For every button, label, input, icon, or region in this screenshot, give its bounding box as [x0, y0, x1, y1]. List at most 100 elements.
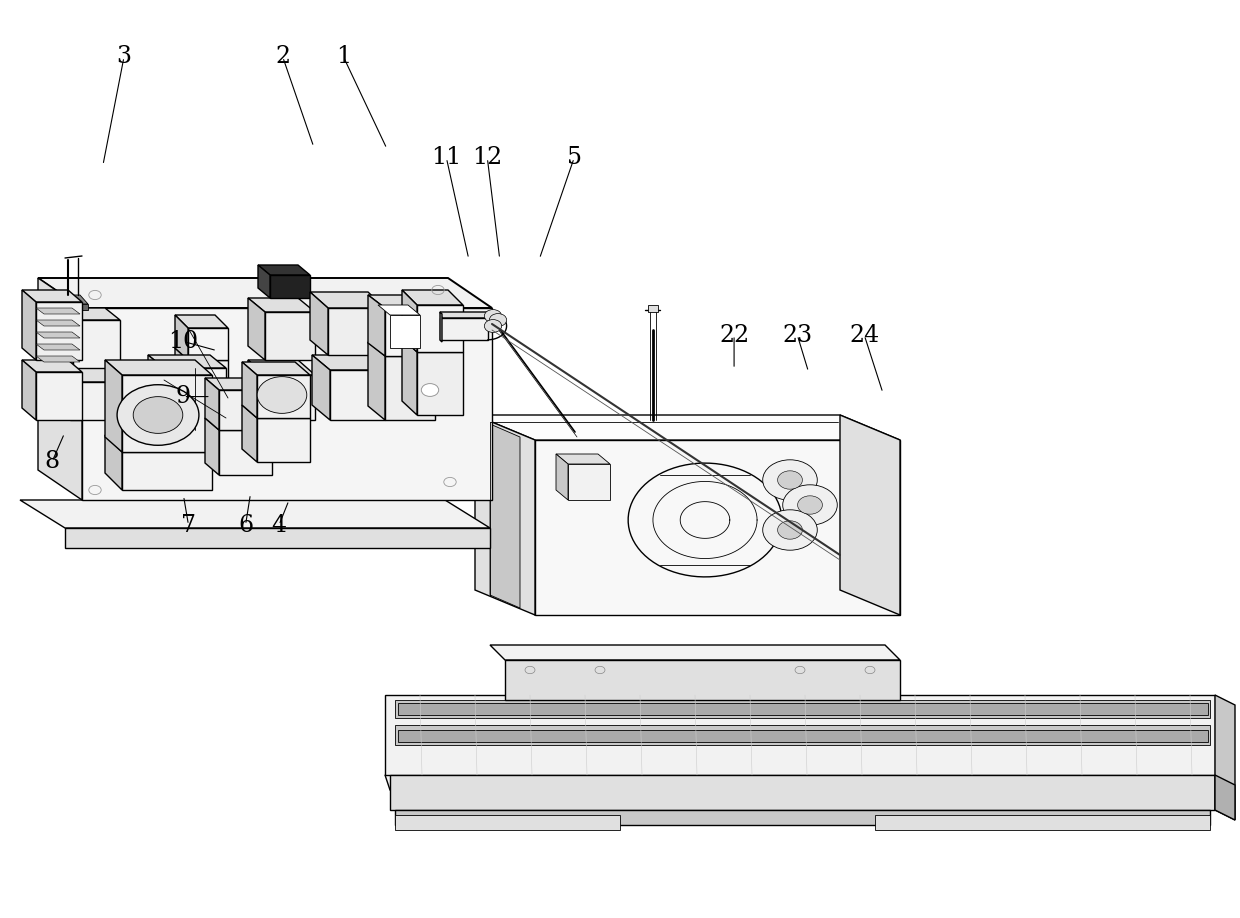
Polygon shape: [36, 356, 81, 362]
Text: 11: 11: [432, 146, 461, 170]
Text: 3: 3: [117, 45, 131, 69]
Text: 6: 6: [238, 513, 253, 537]
Polygon shape: [55, 368, 120, 382]
Polygon shape: [122, 452, 212, 490]
Polygon shape: [368, 342, 435, 356]
Polygon shape: [384, 695, 1215, 775]
Polygon shape: [258, 265, 270, 298]
Polygon shape: [398, 730, 1208, 742]
Text: 8: 8: [45, 450, 60, 474]
Polygon shape: [556, 454, 568, 500]
Polygon shape: [22, 360, 82, 372]
Polygon shape: [402, 338, 417, 415]
Polygon shape: [64, 528, 490, 548]
Circle shape: [490, 314, 507, 327]
Polygon shape: [36, 308, 81, 314]
Polygon shape: [396, 700, 1210, 718]
Circle shape: [763, 460, 817, 500]
Polygon shape: [36, 332, 81, 338]
Circle shape: [117, 385, 198, 445]
Text: 12: 12: [472, 146, 502, 170]
Polygon shape: [265, 312, 315, 360]
Polygon shape: [242, 362, 257, 418]
Polygon shape: [248, 360, 265, 420]
Polygon shape: [148, 385, 226, 400]
Circle shape: [133, 397, 182, 433]
Polygon shape: [440, 318, 489, 340]
Polygon shape: [148, 385, 164, 458]
Polygon shape: [649, 305, 658, 312]
Polygon shape: [105, 435, 122, 490]
Polygon shape: [310, 292, 329, 355]
Text: 23: 23: [782, 323, 812, 347]
Circle shape: [422, 384, 439, 397]
Circle shape: [257, 376, 306, 413]
Polygon shape: [22, 360, 36, 420]
Polygon shape: [36, 320, 81, 326]
Polygon shape: [384, 775, 1215, 790]
Polygon shape: [175, 348, 228, 360]
Polygon shape: [384, 308, 435, 356]
Polygon shape: [58, 308, 73, 368]
Polygon shape: [417, 352, 463, 415]
Polygon shape: [242, 405, 310, 418]
Polygon shape: [368, 295, 384, 356]
Polygon shape: [73, 320, 120, 368]
Polygon shape: [1215, 695, 1235, 820]
Polygon shape: [329, 308, 384, 355]
Polygon shape: [258, 265, 310, 275]
Polygon shape: [58, 308, 120, 320]
Polygon shape: [402, 290, 463, 305]
Polygon shape: [257, 375, 310, 418]
Polygon shape: [265, 375, 315, 420]
Text: 10: 10: [169, 330, 198, 353]
Polygon shape: [188, 328, 228, 360]
Polygon shape: [219, 390, 272, 430]
Polygon shape: [505, 660, 900, 700]
Polygon shape: [248, 298, 315, 312]
Polygon shape: [875, 815, 1210, 830]
Polygon shape: [378, 305, 420, 315]
Polygon shape: [242, 362, 310, 375]
Polygon shape: [534, 440, 900, 615]
Text: 9: 9: [176, 385, 191, 409]
Polygon shape: [105, 360, 212, 375]
Text: 2: 2: [275, 45, 290, 69]
Circle shape: [777, 521, 802, 539]
Polygon shape: [20, 500, 490, 528]
Polygon shape: [248, 298, 265, 360]
Polygon shape: [440, 312, 441, 342]
Polygon shape: [391, 315, 420, 348]
Circle shape: [485, 319, 502, 332]
Polygon shape: [398, 703, 1208, 715]
Polygon shape: [36, 344, 81, 350]
Polygon shape: [175, 315, 228, 328]
Polygon shape: [490, 424, 520, 608]
Text: 24: 24: [849, 323, 879, 347]
Polygon shape: [248, 360, 315, 375]
Polygon shape: [36, 302, 82, 360]
Text: 4: 4: [272, 513, 286, 537]
Text: 22: 22: [719, 323, 749, 347]
Circle shape: [797, 496, 822, 514]
Polygon shape: [475, 415, 534, 615]
Polygon shape: [38, 278, 82, 500]
Circle shape: [782, 485, 837, 525]
Polygon shape: [417, 305, 463, 352]
Polygon shape: [69, 382, 120, 420]
Polygon shape: [396, 815, 620, 830]
Polygon shape: [175, 315, 188, 360]
Polygon shape: [175, 348, 188, 400]
Polygon shape: [839, 415, 900, 615]
Polygon shape: [568, 464, 610, 500]
Polygon shape: [312, 355, 330, 420]
Polygon shape: [310, 292, 384, 308]
Polygon shape: [490, 645, 900, 660]
Polygon shape: [510, 590, 900, 615]
Circle shape: [485, 309, 502, 322]
Polygon shape: [164, 400, 226, 458]
Polygon shape: [148, 355, 226, 368]
Polygon shape: [402, 290, 417, 352]
Circle shape: [777, 471, 802, 489]
Polygon shape: [122, 375, 212, 452]
